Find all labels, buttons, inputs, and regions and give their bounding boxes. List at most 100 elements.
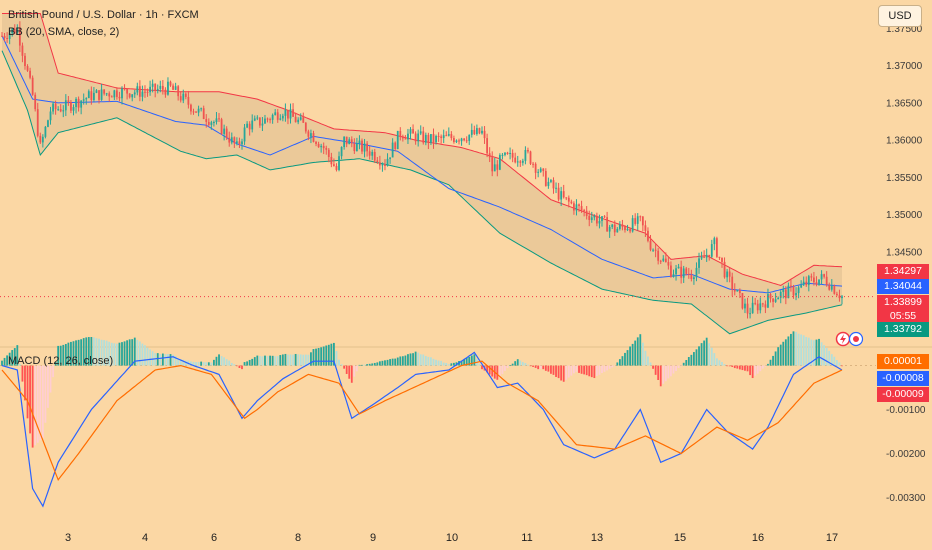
candle-body: [818, 279, 820, 285]
candle-body: [218, 118, 220, 120]
histogram-bar: [800, 334, 803, 366]
candle-body: [606, 217, 609, 232]
histogram-bar: [146, 347, 149, 366]
candle-body: [723, 261, 726, 278]
candle-body: [450, 134, 453, 139]
histogram-bar: [795, 331, 797, 366]
currency-button[interactable]: USD: [878, 5, 922, 27]
histogram-bar: [616, 362, 619, 366]
candle-body: [59, 109, 62, 112]
histogram-bar: [478, 364, 481, 366]
histogram-bar: [815, 339, 818, 366]
candle-body: [205, 118, 208, 122]
histogram-bar: [790, 333, 792, 366]
histogram-bar: [396, 357, 399, 366]
histogram-bar: [498, 365, 501, 377]
histogram-bar: [687, 357, 690, 366]
histogram-bar: [509, 365, 511, 366]
histogram-bar: [113, 343, 116, 366]
candle-body: [774, 299, 777, 302]
histogram-bar: [667, 365, 670, 379]
candle-body: [629, 229, 631, 232]
histogram-bar: [31, 365, 34, 448]
candle-body: [340, 146, 343, 157]
chart-title: British Pound / U.S. Dollar · 1h · FXCM: [8, 9, 199, 21]
candle-body: [631, 218, 634, 232]
histogram-bar: [583, 365, 586, 375]
histogram-bar: [261, 356, 264, 366]
candle-body: [368, 151, 371, 156]
histogram-bar: [233, 364, 236, 366]
histogram-bar: [736, 365, 739, 369]
histogram-bar: [39, 365, 42, 441]
candle-body: [764, 304, 767, 308]
candle-body: [251, 120, 254, 130]
histogram-bar: [399, 356, 402, 366]
candle-body: [779, 291, 782, 298]
candle-body: [98, 90, 100, 100]
candle-body: [64, 100, 67, 111]
candle-body: [573, 203, 575, 211]
candle-body: [8, 33, 11, 39]
candle-body: [539, 168, 542, 172]
candle-body: [802, 281, 805, 286]
histogram-bar: [580, 365, 583, 374]
candle-body: [544, 171, 547, 186]
candle-body: [376, 160, 379, 163]
histogram-bar: [557, 365, 560, 379]
candle-body: [835, 293, 838, 296]
histogram-bar: [169, 354, 172, 366]
histogram-bar: [442, 362, 445, 366]
macd-tick-label: -0.00100: [886, 405, 926, 416]
candle-body: [325, 148, 328, 150]
histogram-bar: [721, 362, 723, 366]
candle-body: [77, 98, 80, 108]
histogram-bar: [547, 365, 550, 372]
histogram-bar: [749, 365, 751, 376]
histogram-bar: [248, 359, 251, 366]
histogram-bar: [703, 340, 706, 366]
candle-body: [590, 217, 593, 220]
candle-body: [442, 135, 445, 139]
histogram-bar: [281, 354, 284, 366]
candle-body: [26, 66, 29, 71]
candle-body: [611, 224, 614, 227]
histogram-bar: [264, 355, 266, 366]
candle-body: [128, 93, 131, 98]
histogram-bar: [190, 361, 192, 366]
candle-body: [769, 294, 772, 299]
candle-body: [519, 161, 522, 163]
candle-body: [560, 191, 563, 200]
histogram-bar: [90, 337, 93, 366]
candle-body: [307, 131, 310, 137]
histogram-bar: [197, 362, 200, 366]
candle-body: [164, 89, 167, 95]
histogram-bar: [41, 365, 44, 439]
candle-body: [333, 164, 335, 166]
histogram-bar: [835, 360, 838, 366]
candle-body: [330, 156, 333, 165]
histogram-bar: [652, 365, 654, 369]
histogram-bar: [455, 362, 458, 366]
candle-body: [565, 197, 568, 199]
histogram-bar: [784, 339, 787, 366]
histogram-bar: [52, 365, 54, 378]
candle-body: [6, 37, 9, 39]
histogram-bar: [797, 333, 800, 366]
candle-body: [463, 138, 466, 141]
histogram-bar: [419, 354, 422, 366]
candle-body: [256, 117, 259, 119]
histogram-bar: [767, 363, 769, 366]
histogram-bar: [378, 361, 381, 366]
candle-body: [810, 276, 813, 278]
candle-body: [210, 122, 213, 125]
candle-body: [424, 134, 427, 143]
histogram-bar: [136, 339, 139, 366]
histogram-bar: [430, 357, 432, 366]
histogram-bar: [657, 365, 660, 380]
candle-body: [419, 131, 422, 134]
histogram-bar: [103, 340, 106, 366]
candle-body: [445, 135, 448, 137]
